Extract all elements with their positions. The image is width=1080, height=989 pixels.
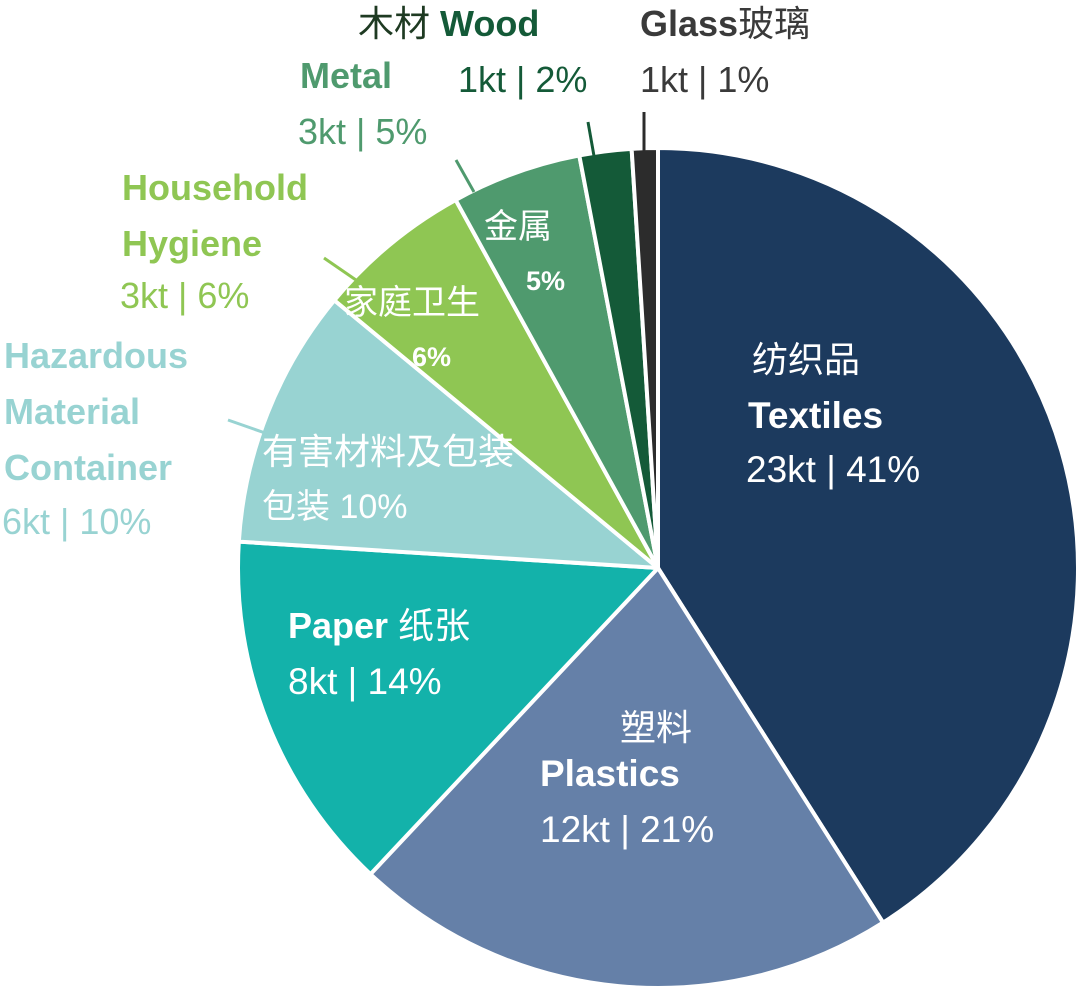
label-paper-zh: 纸张 — [398, 605, 470, 646]
label-glass-en: Glass — [640, 3, 738, 44]
label-hygiene-en: Household Hygiene — [122, 167, 318, 264]
label-hazardous-value: 6kt | 10% — [2, 501, 151, 542]
label-hygiene-zh: 家庭卫生 — [344, 284, 480, 322]
label-hygiene-value: 3kt | 6% — [120, 275, 249, 316]
label-paper-en: Paper — [288, 605, 388, 646]
label-metal-zh: 金属 — [484, 208, 552, 246]
pie-slice-textiles — [656, 146, 1080, 925]
label-plastics-value: 12kt | 21% — [540, 809, 714, 850]
label-glass: Glass玻璃 — [640, 3, 810, 44]
leader-line-metal — [454, 159, 476, 193]
label-hazardous-en: Hazardous Material Container — [4, 335, 198, 488]
label-plastics-en: Plastics — [540, 753, 680, 794]
pie-slices — [236, 146, 1080, 989]
label-wood: 木材 Wood — [358, 3, 539, 44]
label-glass-zh: 玻璃 — [738, 3, 810, 44]
label-plastics-zh: 塑料 — [620, 707, 692, 748]
pie-slice-plastics — [368, 566, 886, 989]
label-glass-value: 1kt | 1% — [640, 59, 769, 100]
label-wood-zh: 木材 — [358, 3, 430, 44]
label-paper: Paper 纸张 — [288, 605, 470, 646]
label-metal-value: 3kt | 5% — [298, 111, 427, 152]
pie-slice-paper — [236, 539, 660, 877]
label-textiles-value: 23kt | 41% — [746, 449, 920, 490]
pie-slice-hazardous-material-container — [236, 298, 660, 570]
label-metal-en: Metal — [300, 55, 392, 96]
pie-slice-household-hygiene — [332, 197, 660, 570]
label-wood-value: 1kt | 2% — [458, 59, 587, 100]
leader-lines — [227, 112, 646, 436]
label-textiles-zh: 纺织品 — [752, 339, 860, 380]
label-textiles-en: Textiles — [748, 395, 883, 436]
label-hygiene-pct: 6% — [412, 342, 451, 372]
leader-line-wood — [586, 121, 596, 157]
label-wood-en: Wood — [440, 3, 539, 44]
leader-line-hygiene — [323, 256, 357, 282]
label-paper-value: 8kt | 14% — [288, 661, 442, 702]
leader-line-hazardous — [227, 418, 269, 436]
label-hazardous-inner: 包装 10% — [262, 488, 408, 526]
label-hazardous-zh: 有害材料及包装 — [262, 431, 514, 472]
label-metal-pct: 5% — [526, 266, 565, 296]
